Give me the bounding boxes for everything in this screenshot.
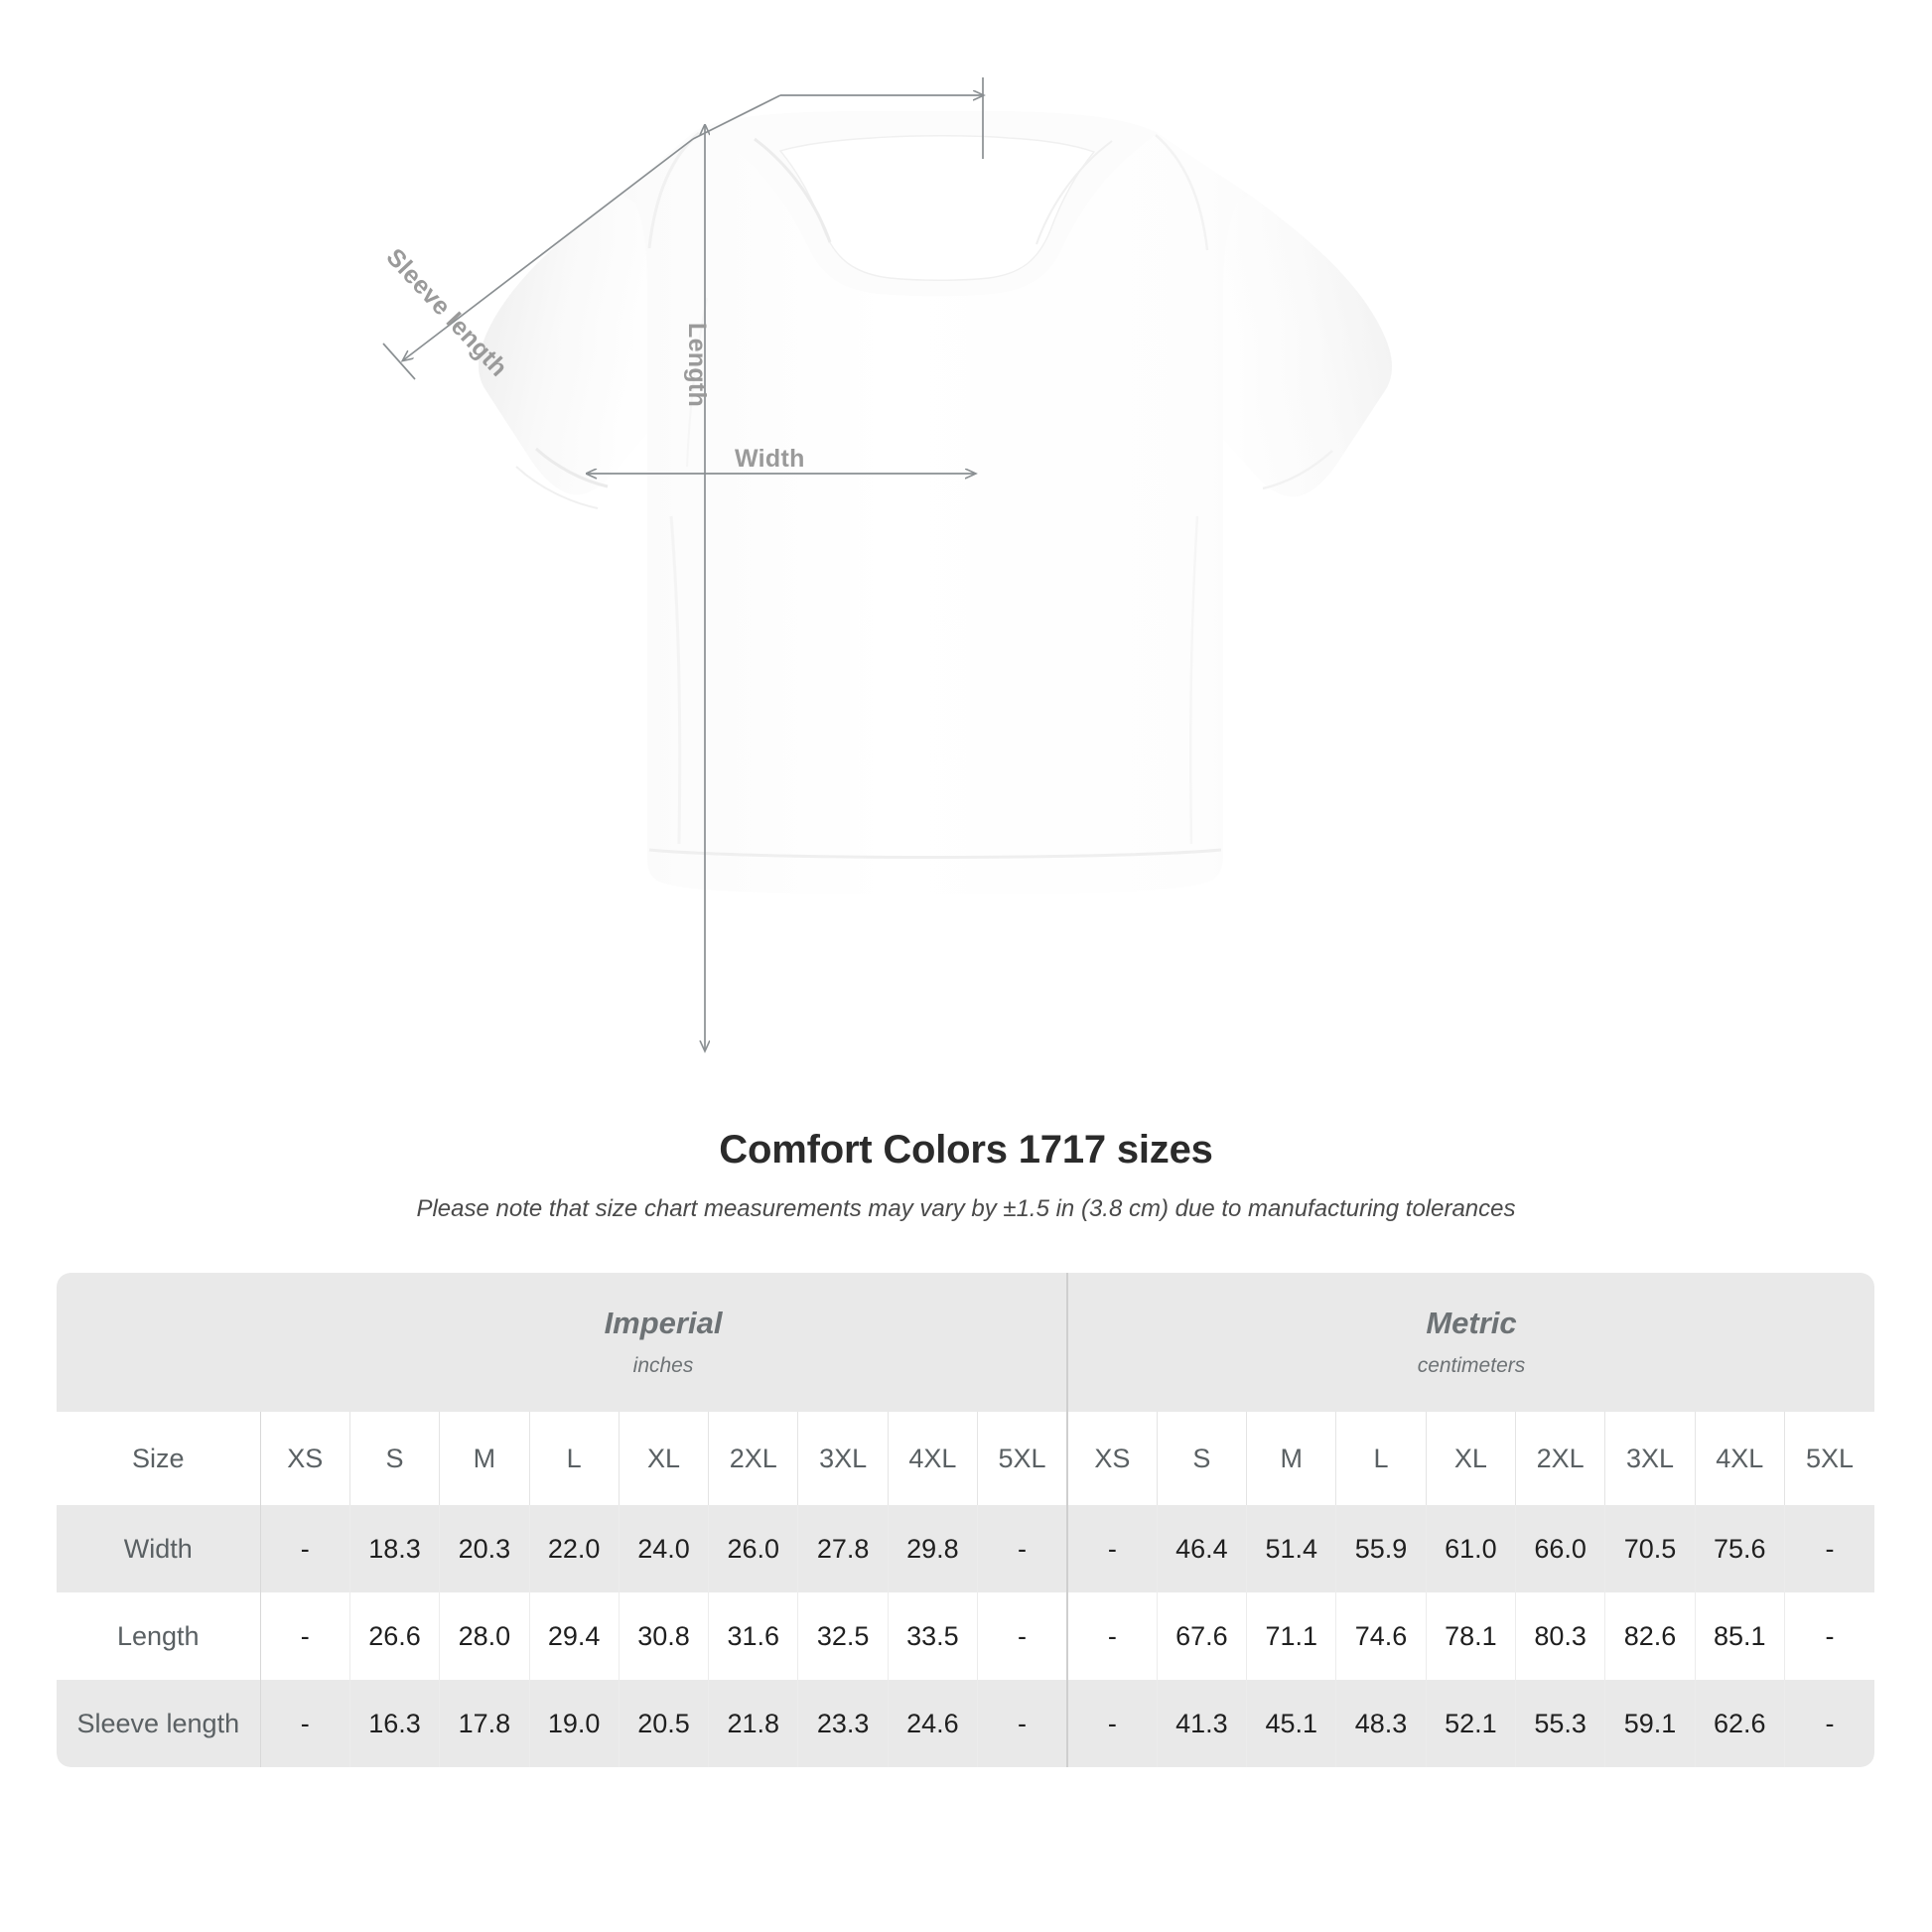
cell-width-metric-xs: - (1066, 1505, 1158, 1592)
imperial-label: Imperial (604, 1305, 723, 1340)
cell-length-imperial-s: 26.6 (349, 1592, 441, 1680)
column-header-imperial-5xl: 5XL (977, 1412, 1068, 1505)
cell-sleeve-metric-5xl: - (1784, 1680, 1874, 1767)
cell-sleeve-metric-l: 48.3 (1335, 1680, 1427, 1767)
column-header-imperial-2xl: 2XL (708, 1412, 799, 1505)
cell-width-imperial-xl: 24.0 (619, 1505, 710, 1592)
cell-length-imperial-3xl: 32.5 (797, 1592, 889, 1680)
column-header-metric-4xl: 4XL (1695, 1412, 1785, 1505)
cell-length-imperial-2xl: 31.6 (708, 1592, 799, 1680)
column-header-metric-s: S (1157, 1412, 1248, 1505)
column-header-metric-xl: XL (1426, 1412, 1517, 1505)
row-label-length: Length (57, 1592, 261, 1680)
row-label-width: Width (57, 1505, 261, 1592)
cell-length-metric-4xl: 85.1 (1695, 1592, 1785, 1680)
cell-length-imperial-m: 28.0 (439, 1592, 530, 1680)
cell-sleeve-metric-3xl: 59.1 (1604, 1680, 1696, 1767)
cell-length-metric-3xl: 82.6 (1604, 1592, 1696, 1680)
cell-length-metric-m: 71.1 (1246, 1592, 1337, 1680)
size-header-row: Size XS S M L XL 2XL 3XL 4XL 5XL XS S M … (57, 1412, 1874, 1505)
size-chart-table-container: Imperial inches Metric centimeters Size … (57, 1273, 1874, 1767)
cell-width-metric-2xl: 66.0 (1515, 1505, 1606, 1592)
unit-band-row: Imperial inches Metric centimeters (57, 1273, 1874, 1412)
cell-sleeve-imperial-2xl: 21.8 (708, 1680, 799, 1767)
cell-length-metric-s: 67.6 (1157, 1592, 1248, 1680)
cell-sleeve-metric-2xl: 55.3 (1515, 1680, 1606, 1767)
cell-width-metric-xl: 61.0 (1426, 1505, 1517, 1592)
cell-sleeve-metric-s: 41.3 (1157, 1680, 1248, 1767)
tshirt-illustration (382, 77, 1392, 1112)
imperial-unit-cell: Imperial inches (260, 1273, 1068, 1412)
cell-sleeve-imperial-s: 16.3 (349, 1680, 441, 1767)
table-row: Sleeve length - 16.3 17.8 19.0 20.5 21.8… (57, 1680, 1874, 1767)
cell-width-metric-m: 51.4 (1246, 1505, 1337, 1592)
cell-sleeve-metric-xs: - (1066, 1680, 1158, 1767)
cell-length-imperial-5xl: - (977, 1592, 1068, 1680)
table-row: Length - 26.6 28.0 29.4 30.8 31.6 32.5 3… (57, 1592, 1874, 1680)
sleeve-length-dimension (382, 77, 983, 380)
cell-length-metric-2xl: 80.3 (1515, 1592, 1606, 1680)
table-row: Width - 18.3 20.3 22.0 24.0 26.0 27.8 29… (57, 1505, 1874, 1592)
column-header-metric-m: M (1246, 1412, 1337, 1505)
cell-width-metric-5xl: - (1784, 1505, 1874, 1592)
cell-sleeve-metric-4xl: 62.6 (1695, 1680, 1785, 1767)
column-header-imperial-s: S (349, 1412, 441, 1505)
column-header-metric-xs: XS (1066, 1412, 1158, 1505)
column-header-metric-5xl: 5XL (1784, 1412, 1874, 1505)
cell-width-metric-l: 55.9 (1335, 1505, 1427, 1592)
cell-length-imperial-4xl: 33.5 (888, 1592, 979, 1680)
width-label: Width (735, 445, 805, 473)
cell-sleeve-imperial-4xl: 24.6 (888, 1680, 979, 1767)
cell-sleeve-metric-m: 45.1 (1246, 1680, 1337, 1767)
length-label: Length (683, 323, 711, 408)
shirt-body (479, 111, 1392, 895)
column-header-metric-l: L (1335, 1412, 1427, 1505)
column-header-imperial-3xl: 3XL (797, 1412, 889, 1505)
title-block: Comfort Colors 1717 sizes Please note th… (0, 1128, 1932, 1223)
column-header-imperial-xs: XS (260, 1412, 350, 1505)
cell-width-metric-4xl: 75.6 (1695, 1505, 1785, 1592)
column-header-size: Size (57, 1412, 261, 1505)
tshirt-diagram: Sleeve length Length Width (381, 77, 1392, 1112)
size-chart-table: Imperial inches Metric centimeters Size … (57, 1273, 1874, 1767)
cell-length-imperial-l: 29.4 (529, 1592, 620, 1680)
cell-sleeve-imperial-l: 19.0 (529, 1680, 620, 1767)
cell-width-imperial-4xl: 29.8 (888, 1505, 979, 1592)
cell-length-metric-xl: 78.1 (1426, 1592, 1517, 1680)
column-header-imperial-l: L (529, 1412, 620, 1505)
cell-sleeve-metric-xl: 52.1 (1426, 1680, 1517, 1767)
cell-length-metric-xs: - (1066, 1592, 1158, 1680)
column-header-metric-3xl: 3XL (1604, 1412, 1696, 1505)
imperial-sub-label: inches (632, 1354, 694, 1378)
row-label-sleeve-length: Sleeve length (57, 1680, 261, 1767)
tolerance-note: Please note that size chart measurements… (416, 1195, 1516, 1222)
column-header-imperial-4xl: 4XL (888, 1412, 979, 1505)
cell-sleeve-imperial-3xl: 23.3 (797, 1680, 889, 1767)
cell-sleeve-imperial-xl: 20.5 (619, 1680, 710, 1767)
cell-width-imperial-l: 22.0 (529, 1505, 620, 1592)
metric-label: Metric (1426, 1305, 1517, 1340)
cell-sleeve-imperial-xs: - (260, 1680, 350, 1767)
cell-length-metric-l: 74.6 (1335, 1592, 1427, 1680)
metric-unit-cell: Metric centimeters (1066, 1273, 1874, 1412)
unit-band-spacer (57, 1273, 261, 1412)
cell-width-metric-3xl: 70.5 (1604, 1505, 1696, 1592)
cell-width-imperial-m: 20.3 (439, 1505, 530, 1592)
cell-length-imperial-xl: 30.8 (619, 1592, 710, 1680)
cell-width-imperial-2xl: 26.0 (708, 1505, 799, 1592)
cell-width-imperial-xs: - (260, 1505, 350, 1592)
cell-sleeve-imperial-5xl: - (977, 1680, 1068, 1767)
metric-sub-label: centimeters (1417, 1354, 1526, 1378)
cell-length-metric-5xl: - (1784, 1592, 1874, 1680)
cell-sleeve-imperial-m: 17.8 (439, 1680, 530, 1767)
cell-width-imperial-s: 18.3 (349, 1505, 441, 1592)
column-header-imperial-xl: XL (619, 1412, 710, 1505)
cell-length-imperial-xs: - (260, 1592, 350, 1680)
page-title: Comfort Colors 1717 sizes (719, 1128, 1213, 1172)
column-header-metric-2xl: 2XL (1515, 1412, 1606, 1505)
column-header-imperial-m: M (439, 1412, 530, 1505)
cell-width-metric-s: 46.4 (1157, 1505, 1248, 1592)
cell-width-imperial-3xl: 27.8 (797, 1505, 889, 1592)
cell-width-imperial-5xl: - (977, 1505, 1068, 1592)
